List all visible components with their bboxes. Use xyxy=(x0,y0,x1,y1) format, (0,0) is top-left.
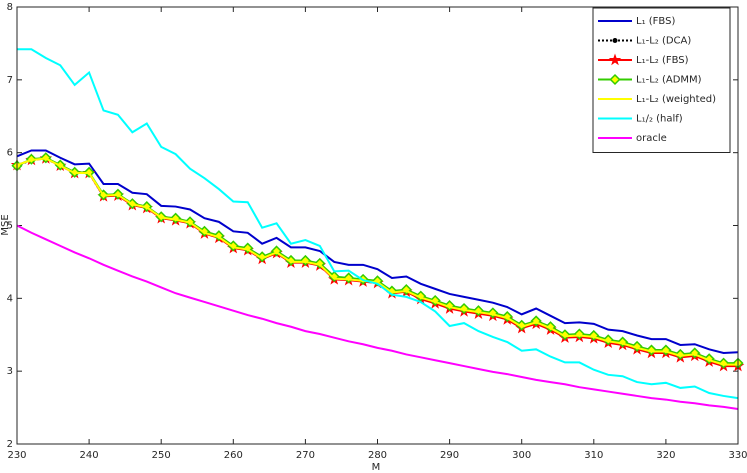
y-tick-label: 3 xyxy=(7,366,13,377)
series-line xyxy=(16,157,738,366)
series-line xyxy=(16,224,739,411)
marker xyxy=(609,73,621,86)
legend-label: oracle xyxy=(636,133,667,144)
x-axis-label: M xyxy=(372,462,381,473)
legend-label: L₁-L₂ (ADMM) xyxy=(636,75,702,86)
axes-box xyxy=(16,6,739,445)
series-line xyxy=(16,149,739,354)
y-tick-label: 6 xyxy=(7,148,13,159)
legend: L₁ (FBS) L₁-L₂ (DCA) L₁-L₂ (FBS) L₁-L₂ (ADM… xyxy=(592,7,731,153)
x-tick-label: 300 xyxy=(512,450,531,461)
series-line xyxy=(17,48,739,400)
marker xyxy=(612,38,618,43)
marker xyxy=(674,348,686,360)
legend-label: L₁-L₂ (FBS) xyxy=(636,55,689,66)
x-tick-label: 330 xyxy=(728,450,747,461)
legend-label: L₁/₂ (half) xyxy=(636,114,683,125)
x-tick-label: 280 xyxy=(368,450,387,461)
x-tick-label: 310 xyxy=(584,450,603,461)
x-tick-label: 290 xyxy=(440,450,459,461)
legend-label: L₁-L₂ (DCA) xyxy=(636,36,691,47)
y-tick-label: 5 xyxy=(7,221,13,232)
x-tick-label: 270 xyxy=(296,450,315,461)
y-tick-label: 2 xyxy=(7,439,13,450)
y-axis-label: MSE xyxy=(0,214,11,235)
x-tick-label: 260 xyxy=(224,450,243,461)
legend-label: L₁ (FBS) xyxy=(636,16,675,27)
x-tick-label: 250 xyxy=(152,450,171,461)
legend-label: L₁-L₂ (weighted) xyxy=(636,94,716,105)
x-tick-label: 240 xyxy=(80,450,99,461)
x-tick-label: 320 xyxy=(656,450,675,461)
y-tick-label: 8 xyxy=(7,2,13,13)
y-tick-label: 7 xyxy=(7,75,13,86)
y-tick-label: 4 xyxy=(7,293,13,304)
x-tick-label: 230 xyxy=(7,450,26,461)
marker xyxy=(608,53,622,66)
